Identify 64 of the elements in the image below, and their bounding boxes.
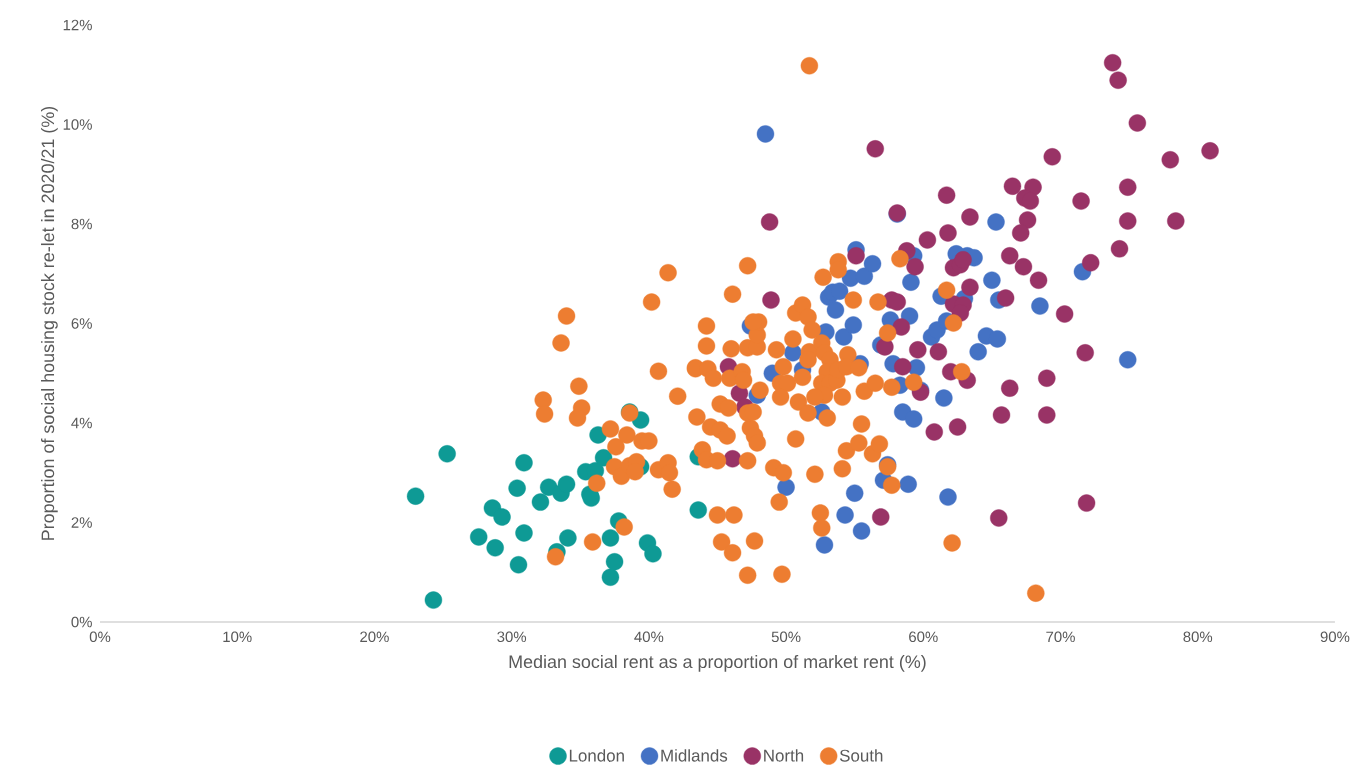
y-axis-title: Proportion of social housing stock re-let in 2020/21 (%) bbox=[41, 106, 58, 540]
x-tick-label: 0% bbox=[89, 631, 111, 643]
x-tick-label: 20% bbox=[360, 631, 389, 643]
point bbox=[486, 539, 504, 557]
point bbox=[509, 556, 528, 574]
x-tick-label: 10% bbox=[223, 631, 252, 643]
point bbox=[756, 125, 775, 143]
point bbox=[493, 508, 511, 526]
point bbox=[835, 328, 853, 346]
point bbox=[836, 506, 854, 524]
y-tick-label: 2% bbox=[71, 517, 92, 528]
x-tick-label: 60% bbox=[909, 631, 938, 643]
point bbox=[844, 316, 863, 334]
point bbox=[438, 445, 456, 463]
point bbox=[689, 501, 707, 519]
point bbox=[594, 449, 613, 467]
x-tick-label: 90% bbox=[1320, 631, 1350, 643]
x-tick-label: 30% bbox=[497, 631, 527, 643]
point bbox=[515, 524, 533, 542]
y-tick-label: 10% bbox=[63, 119, 92, 130]
point bbox=[826, 301, 845, 319]
point bbox=[1031, 297, 1049, 315]
point bbox=[852, 522, 871, 540]
y-tick-label: 4% bbox=[71, 417, 92, 429]
point bbox=[531, 493, 550, 511]
x-tick-label: 70% bbox=[1046, 631, 1075, 643]
legend-label: Midlands bbox=[661, 749, 728, 762]
point bbox=[559, 529, 577, 547]
point bbox=[863, 255, 882, 273]
point bbox=[988, 330, 1007, 348]
y-tick-label: 12% bbox=[63, 19, 92, 31]
point bbox=[935, 389, 953, 407]
y-tick-label: 8% bbox=[71, 218, 92, 230]
y-tick-label: 6% bbox=[71, 318, 92, 329]
point bbox=[470, 528, 488, 546]
legend-label: South bbox=[839, 749, 883, 762]
point bbox=[406, 487, 425, 505]
point bbox=[815, 536, 834, 554]
point bbox=[424, 591, 443, 609]
point bbox=[508, 479, 526, 497]
point bbox=[904, 410, 923, 428]
y-tick-label: 0% bbox=[71, 616, 92, 628]
point bbox=[899, 475, 917, 493]
point bbox=[845, 484, 864, 502]
point bbox=[557, 475, 576, 493]
point bbox=[644, 545, 662, 563]
x-tick-label: 50% bbox=[771, 631, 801, 643]
legend-label: London bbox=[569, 749, 624, 762]
point bbox=[969, 343, 987, 361]
point bbox=[1119, 351, 1137, 369]
point bbox=[902, 273, 920, 291]
point bbox=[939, 488, 957, 506]
point bbox=[987, 213, 1005, 231]
x-axis-title: Median social rent as a proportion of market rent (%) bbox=[509, 654, 926, 672]
point bbox=[983, 271, 1001, 289]
x-tick-label: 80% bbox=[1183, 631, 1213, 643]
point bbox=[601, 529, 620, 547]
point bbox=[605, 553, 624, 571]
legend-label: North bbox=[764, 749, 804, 762]
point bbox=[855, 267, 873, 285]
x-tick-label: 40% bbox=[634, 631, 664, 643]
point bbox=[515, 454, 533, 472]
point bbox=[601, 568, 620, 586]
point bbox=[777, 478, 795, 496]
